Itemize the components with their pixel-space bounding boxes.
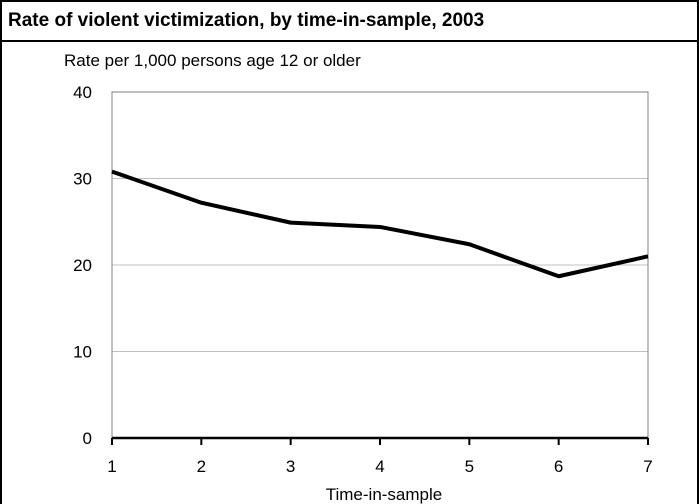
gridlines: [112, 179, 648, 352]
x-tick-label-5: 5: [465, 457, 474, 476]
axes: [112, 438, 648, 445]
y-tick-label-30: 30: [73, 170, 92, 189]
y-tick-label-40: 40: [73, 83, 92, 102]
x-tick-label-2: 2: [197, 457, 206, 476]
y-tick-labels: 0 10 20 30 40: [73, 83, 92, 448]
x-tick-label-1: 1: [107, 457, 116, 476]
y-tick-label-20: 20: [73, 256, 92, 275]
y-tick-label-0: 0: [83, 429, 92, 448]
series-line-0: [112, 172, 648, 277]
x-axis-label: Time-in-sample: [326, 485, 443, 504]
x-tick-label-6: 6: [554, 457, 563, 476]
x-tick-label-4: 4: [375, 457, 384, 476]
y-tick-label-10: 10: [73, 343, 92, 362]
x-tick-label-7: 7: [643, 457, 652, 476]
series-layer: [112, 172, 648, 277]
x-tick-label-3: 3: [286, 457, 295, 476]
x-tick-labels: 1 2 3 4 5 6 7: [107, 457, 652, 476]
